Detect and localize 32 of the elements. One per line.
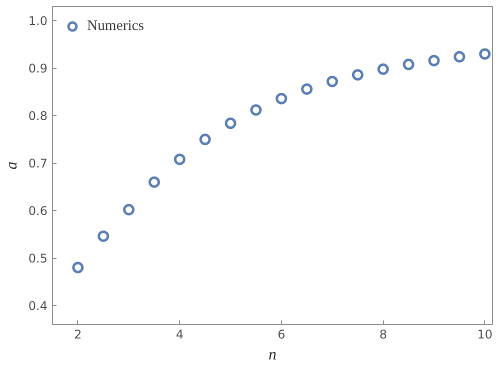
point [377,63,389,75]
y-tick-label: 0.5 [28,252,48,266]
point [174,154,186,166]
point [224,118,236,129]
y-axis-title: a [3,162,20,170]
legend-label: Numerics [87,18,144,34]
point [326,76,338,88]
x-axis-title: n [268,346,276,364]
point [479,48,491,60]
y-tick-label: 0.6 [28,204,48,218]
point [402,58,414,70]
y-tick-label: 0.9 [28,62,48,76]
point [98,230,110,242]
point [454,51,466,63]
x-tick-label: 6 [278,328,286,342]
point [199,134,211,146]
point [428,54,440,66]
point [148,176,160,188]
y-tick-label: 1.0 [28,14,48,28]
point [276,92,288,104]
point [352,69,364,81]
x-tick-label: 2 [74,328,82,342]
x-tick-label: 4 [176,328,184,342]
point [123,204,135,216]
point [72,262,84,274]
x-tick-label: 10 [477,328,493,342]
x-tick-label: 8 [379,328,387,342]
point [301,83,313,95]
y-tick-label: 0.8 [28,109,48,124]
y-tick-label: 0.4 [28,299,48,314]
y-tick-label: 0.7 [28,156,48,171]
point [250,104,262,116]
